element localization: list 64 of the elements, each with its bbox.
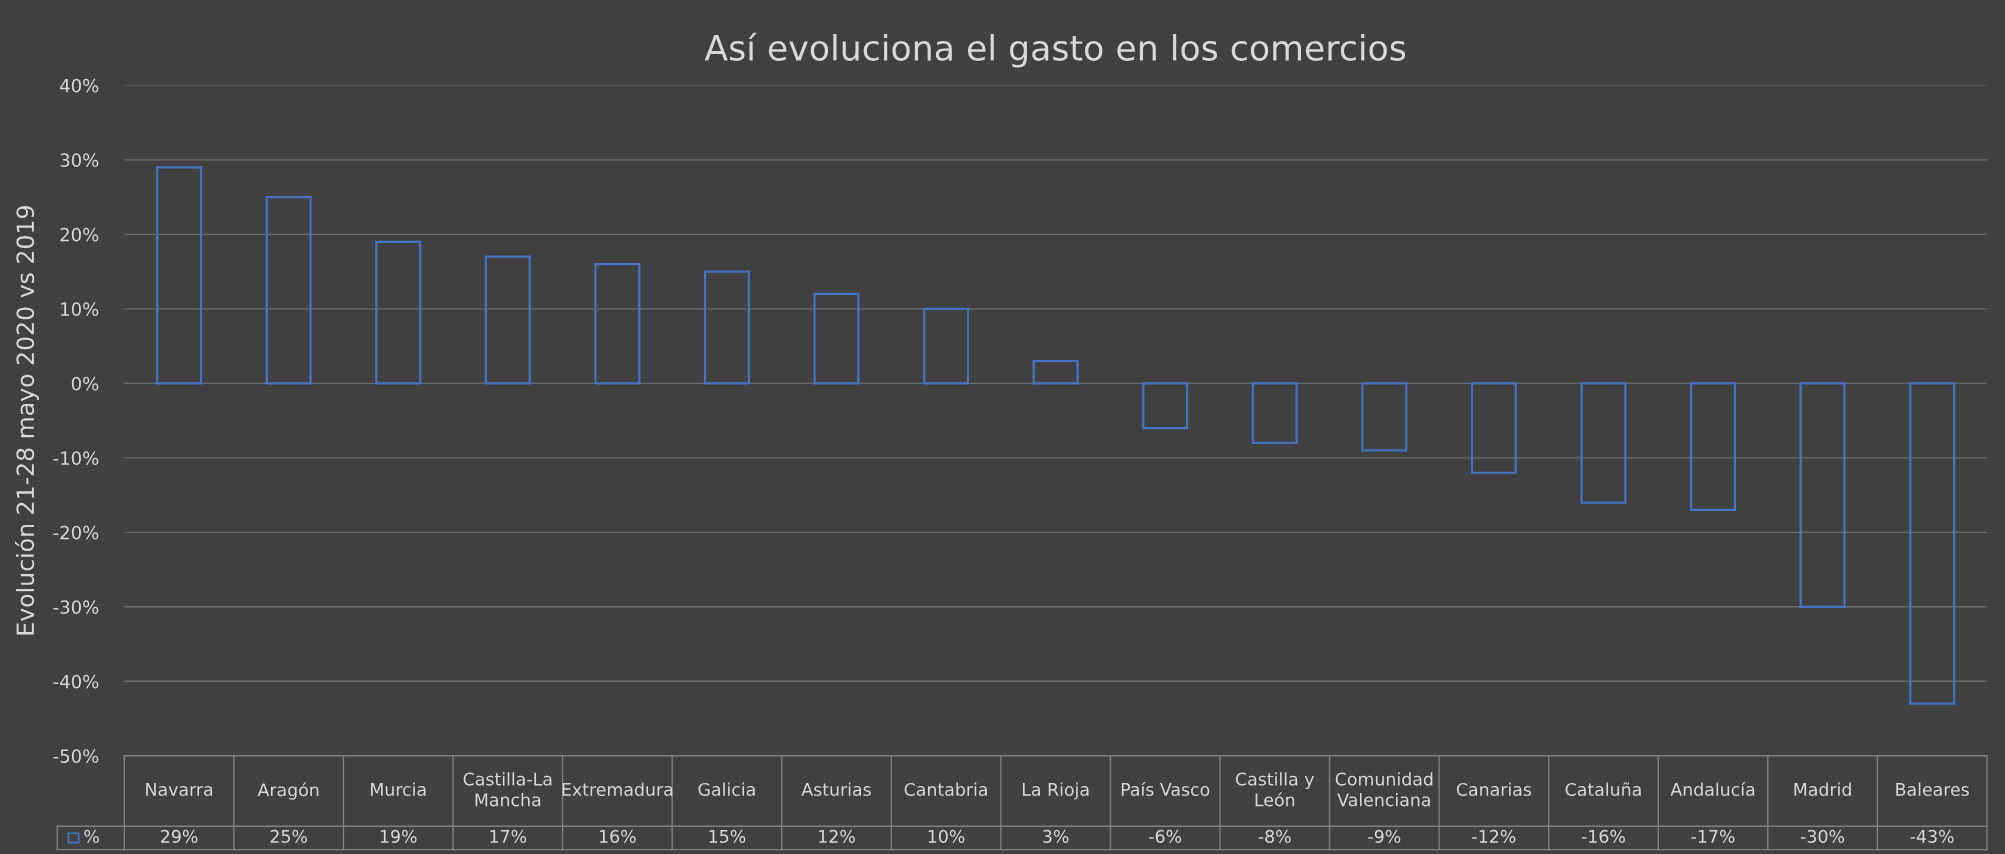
data-label: -6% (1149, 829, 1182, 843)
data-label: -43% (1910, 829, 1954, 843)
data-label: 12% (819, 829, 855, 843)
bar (703, 270, 750, 385)
chart-title: Así evoluciona el gasto en los comercios (704, 32, 1406, 68)
y-tick-label: -40% (53, 674, 99, 689)
bar (923, 307, 970, 385)
data-label: -17% (1691, 829, 1735, 843)
data-label: -16% (1581, 829, 1625, 843)
x-tick-label: Navarra (146, 783, 213, 797)
x-tick-label: Cataluña (1565, 782, 1641, 797)
y-tick-label: -10% (53, 451, 99, 465)
x-tick-label: La Rioja (1022, 782, 1089, 800)
data-label: 17% (490, 829, 527, 843)
y-tick-label: 30% (60, 153, 99, 167)
bar (1799, 382, 1846, 608)
bar (1690, 382, 1737, 512)
legend-label: % (84, 829, 99, 843)
bar (1470, 382, 1517, 474)
x-tick-label: Baleares (1896, 782, 1969, 797)
bar (813, 292, 860, 385)
x-tick-label: País Vasco (1121, 781, 1210, 797)
bar (265, 196, 312, 385)
x-tick-label: Cantabria (904, 782, 987, 797)
y-tick-label: 10% (61, 302, 99, 316)
data-label: 29% (161, 829, 198, 843)
data-label: -30% (1801, 829, 1845, 843)
bar (1580, 382, 1627, 504)
x-tick-label: Andalucía (1670, 781, 1755, 797)
bar (1909, 382, 1956, 705)
y-tick-label: 0% (71, 376, 99, 391)
x-tick-label: Murcia (371, 782, 426, 797)
y-tick-label: -50% (53, 749, 99, 763)
data-label: -8% (1258, 829, 1291, 843)
data-label: -9% (1368, 829, 1401, 843)
data-label: 15% (709, 829, 746, 843)
data-label: 3% (1043, 829, 1069, 843)
data-label: 25% (270, 829, 307, 843)
x-tick-label: Canarias (1456, 782, 1532, 797)
y-tick-label: 40% (60, 78, 99, 93)
bar (156, 166, 203, 385)
y-tick-label: -20% (53, 525, 99, 540)
x-tick-label: Galicia (698, 782, 755, 797)
x-tick-label: Extremadura (562, 782, 673, 797)
bar (375, 240, 422, 385)
bar (484, 255, 531, 385)
x-tick-label: Castilla-La Mancha (463, 772, 552, 807)
x-tick-label: Comunidad Valenciana (1335, 772, 1433, 807)
x-tick-label: Madrid (1794, 782, 1851, 797)
data-label: 10% (928, 829, 965, 843)
x-tick-label: Castilla y León (1235, 772, 1315, 807)
x-tick-label: Asturias (801, 782, 871, 797)
data-label: 16% (599, 829, 636, 843)
x-tick-label: Aragón (257, 782, 319, 800)
bar (1142, 382, 1189, 430)
data-label: -12% (1472, 829, 1516, 843)
y-tick-label: 20% (60, 227, 99, 242)
bar (1251, 382, 1298, 445)
y-axis-title: Evolución 21-28 mayo 2020 vs 2019 (14, 206, 39, 635)
bar (1032, 359, 1079, 385)
bar (1361, 382, 1408, 452)
data-label: 19% (380, 829, 417, 843)
bar (594, 263, 641, 385)
y-tick-label: -30% (53, 600, 99, 614)
